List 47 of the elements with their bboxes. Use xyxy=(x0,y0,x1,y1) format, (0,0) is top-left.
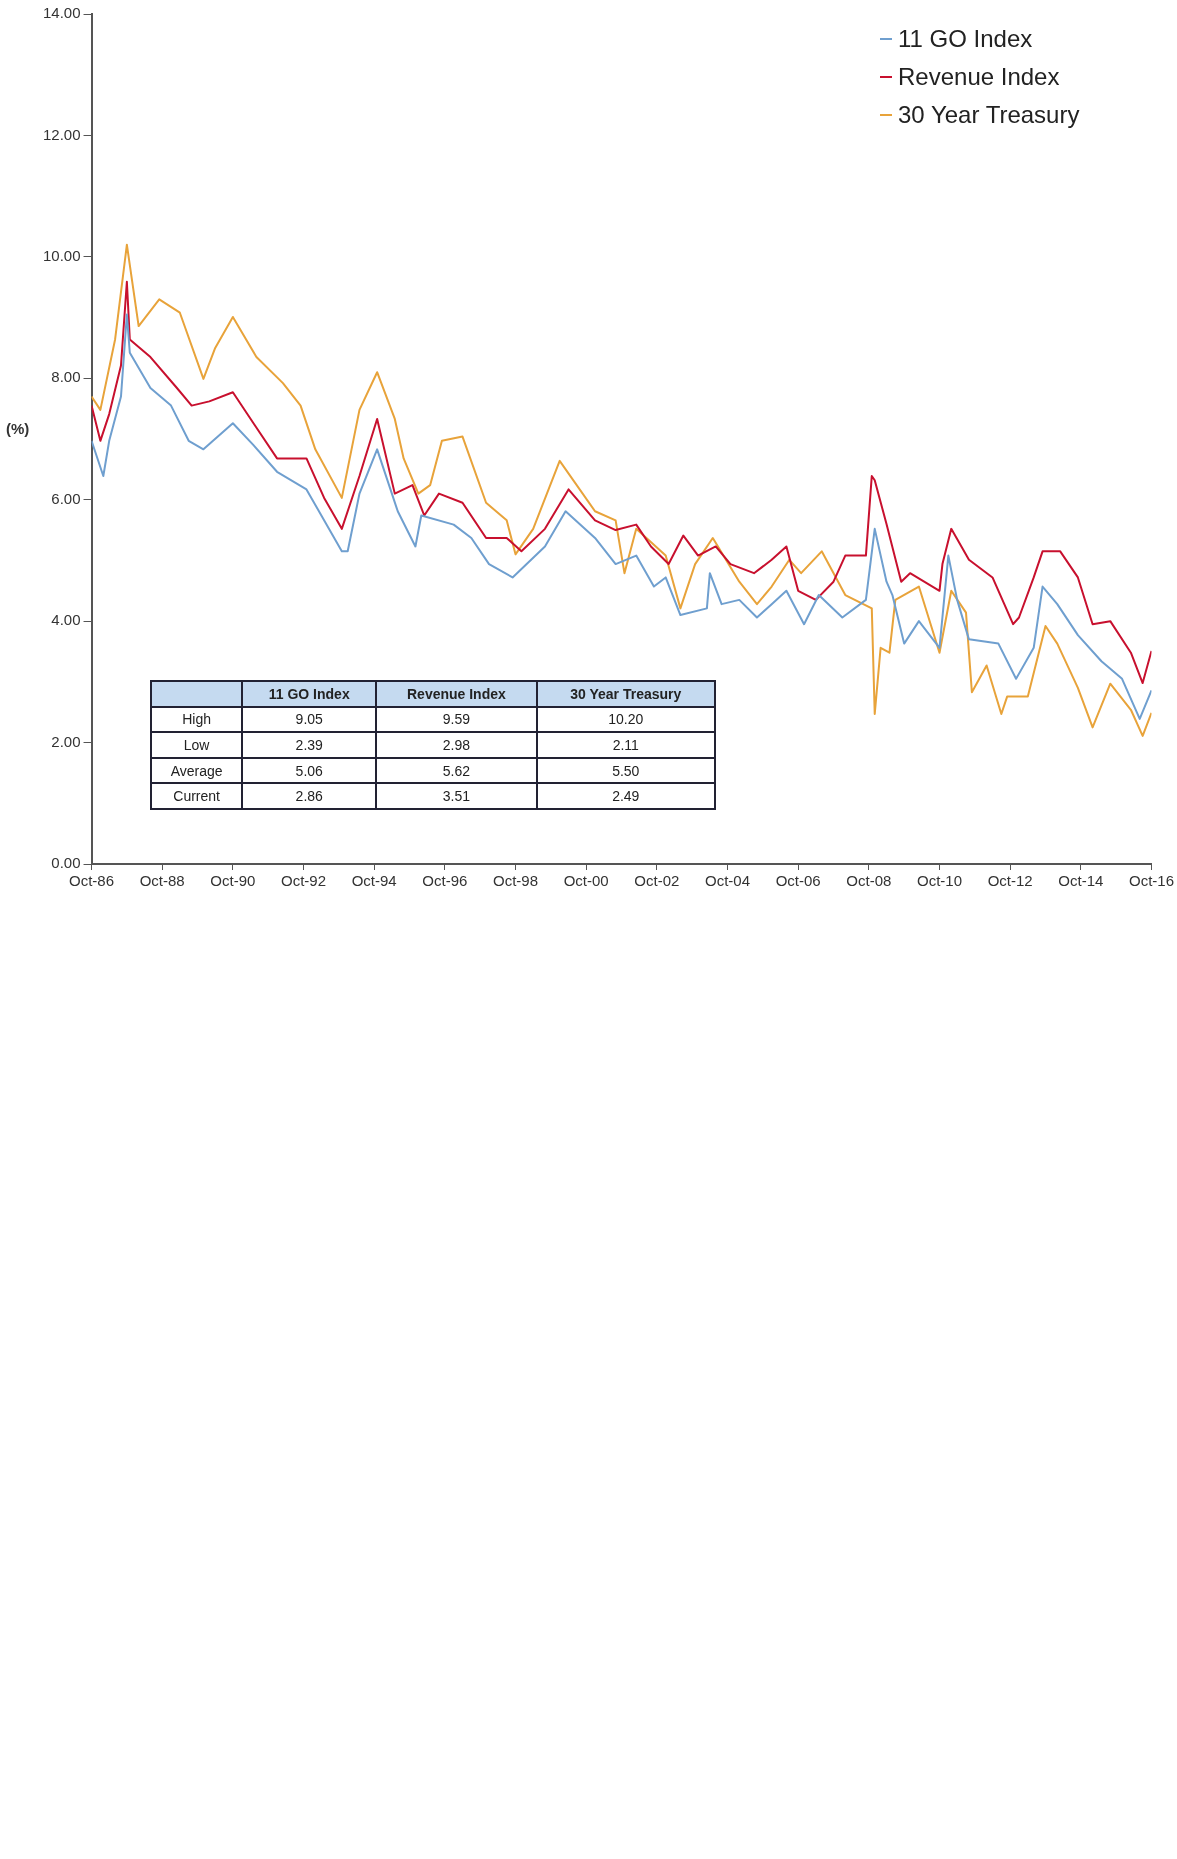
annotation: 5.06 xyxy=(242,757,377,784)
annotation: 30 Year Treasury xyxy=(536,681,715,707)
y-tick-label: 12.00 xyxy=(42,125,81,143)
x-tick-label: Oct-04 xyxy=(705,872,751,890)
x-tick-label: Oct-02 xyxy=(634,872,680,890)
annotation: 9.59 xyxy=(376,706,537,733)
annotation: 9.05 xyxy=(242,706,377,733)
annotation: 2.86 xyxy=(242,783,377,809)
y-tick-label: 10.00 xyxy=(42,247,81,264)
annotation: 11 GO Index xyxy=(242,681,377,707)
annotation: 5.50 xyxy=(536,757,715,784)
annotation: 3.51 xyxy=(376,783,537,809)
annotation: 10.20 xyxy=(536,706,715,733)
x-tick-label: Oct-10 xyxy=(916,872,963,890)
y-tick-label: 0.00 xyxy=(51,854,81,872)
y-tick-label: 2.00 xyxy=(51,732,81,750)
y-tick-label: 6.00 xyxy=(51,489,81,507)
legend-label: 11 GO Index xyxy=(898,25,1033,53)
legend-label: 30 Year Treasury xyxy=(898,101,1080,129)
x-tick-label: Oct-16 xyxy=(1128,872,1174,890)
x-tick-label: Oct-14 xyxy=(1058,872,1104,890)
y-tick-label: 4.00 xyxy=(51,611,81,629)
annotation: 2.11 xyxy=(536,732,715,758)
x-tick-label: Oct-98 xyxy=(493,872,539,890)
annotation: Current xyxy=(151,783,243,809)
x-tick-label: Oct-08 xyxy=(846,872,892,890)
annotation: Low xyxy=(151,732,243,758)
x-tick-label: Oct-86 xyxy=(69,872,115,890)
y-tick-label: 8.00 xyxy=(51,368,81,386)
annotation: 2.39 xyxy=(242,732,377,758)
annotation: Average xyxy=(151,757,243,784)
annotation: 2.49 xyxy=(536,783,715,809)
x-tick-label: Oct-96 xyxy=(422,872,468,890)
annotation: 5.62 xyxy=(376,757,537,784)
y-axis-title: (%) xyxy=(6,420,30,437)
annotation: 2.98 xyxy=(376,732,537,758)
x-tick-label: Oct-88 xyxy=(139,872,185,890)
x-tick-label: Oct-90 xyxy=(210,872,256,890)
annotation: Revenue Index xyxy=(376,681,537,707)
y-tick-label: 14.00 xyxy=(42,4,81,22)
x-tick-label: Oct-12 xyxy=(987,872,1033,890)
x-tick-label: Oct-06 xyxy=(775,872,821,890)
x-tick-label: Oct-00 xyxy=(563,872,609,890)
legend-label: Revenue Index xyxy=(898,63,1060,91)
x-tick-label: Oct-92 xyxy=(281,872,327,890)
x-tick-label: Oct-94 xyxy=(351,872,397,890)
annotation: High xyxy=(151,706,243,733)
